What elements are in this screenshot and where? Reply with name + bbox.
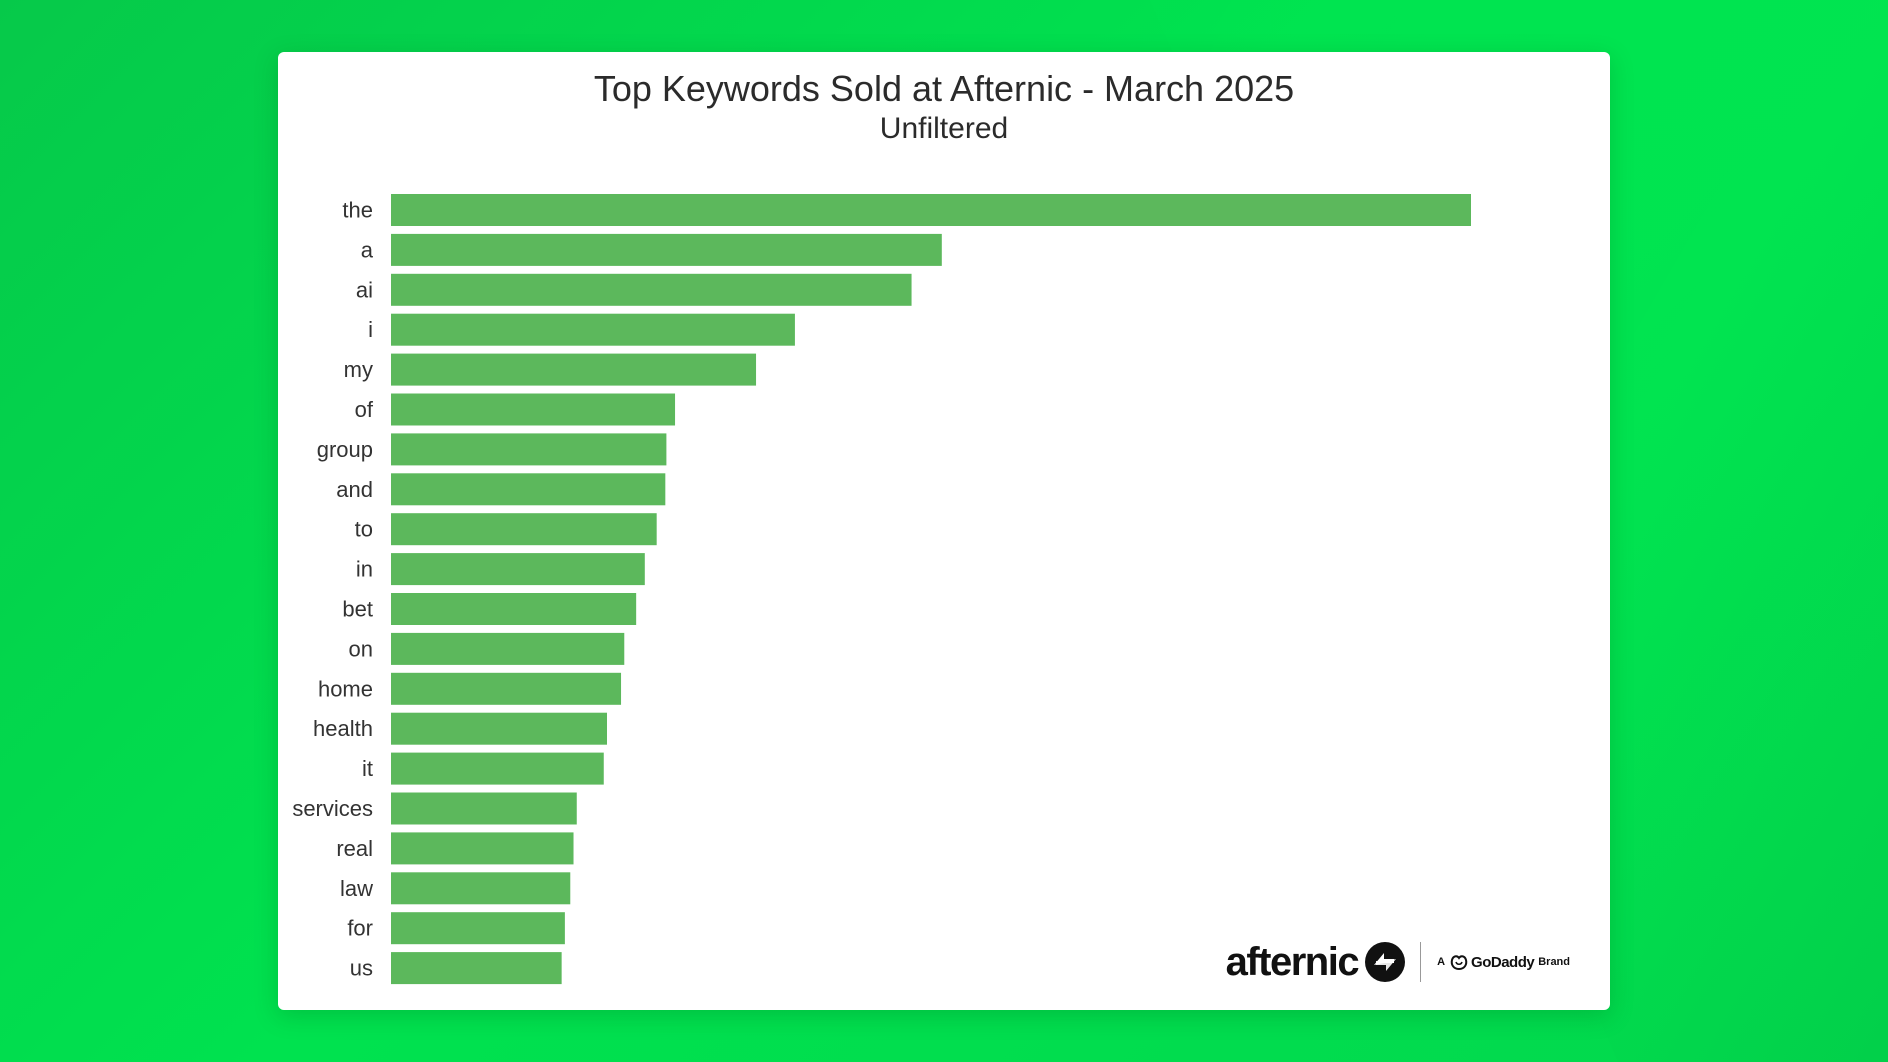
category-label-for: for (347, 916, 373, 941)
category-label-in: in (356, 557, 373, 582)
bar-i (391, 313, 795, 346)
bar-law (391, 872, 571, 905)
bar-a (391, 233, 942, 266)
brand-prefix: A (1437, 956, 1446, 968)
category-label-the: the (342, 198, 373, 223)
category-label-and: and (336, 477, 373, 502)
category-label-on: on (349, 636, 373, 661)
brand-logo: afternic A GoDaddy Brand (1226, 940, 1570, 984)
category-label-a: a (361, 237, 374, 262)
logo-divider (1420, 942, 1422, 982)
bar-to (391, 513, 657, 546)
chart-card: Top Keywords Sold at Afternic - March 20… (278, 52, 1610, 1010)
bar-on (391, 632, 625, 665)
bar-in (391, 553, 645, 586)
category-label-home: home (318, 676, 373, 701)
category-label-of: of (355, 397, 374, 422)
bar-it (391, 752, 604, 785)
bar-home (391, 672, 622, 705)
category-label-services: services (292, 796, 373, 821)
afternic-arrows-icon (1365, 942, 1406, 982)
bar-the (391, 194, 1471, 226)
bar-my (391, 353, 757, 386)
bar-and (391, 473, 666, 506)
category-label-my: my (344, 357, 373, 382)
chart-subtitle: Unfiltered (879, 112, 1009, 145)
brand-suffix: Brand (1538, 956, 1570, 968)
bar-group (391, 433, 667, 466)
godaddy-wordmark: GoDaddy (1471, 953, 1535, 971)
bar-of (391, 393, 676, 426)
category-label-health: health (313, 716, 373, 741)
bar-us (391, 952, 562, 985)
category-label-to: to (355, 517, 373, 542)
category-label-law: law (340, 876, 373, 901)
bar-real (391, 832, 574, 865)
afternic-wordmark: afternic (1225, 940, 1360, 984)
category-label-us: us (350, 956, 373, 981)
category-label-ai: ai (356, 277, 373, 302)
chart-title: Top Keywords Sold at Afternic - March 20… (593, 68, 1295, 109)
category-label-i: i (368, 317, 373, 342)
godaddy-icon (1450, 955, 1468, 971)
bar-ai (391, 273, 912, 306)
bar-bet (391, 593, 637, 625)
bar-services (391, 792, 577, 825)
category-label-it: it (362, 756, 373, 781)
bar-chart: the a ai i my of group and to in bet on home health it… (292, 194, 1471, 985)
bar-for (391, 912, 565, 945)
category-label-real: real (336, 836, 373, 861)
bar-health (391, 712, 607, 745)
category-label-bet: bet (342, 597, 373, 622)
category-label-group: group (317, 437, 373, 462)
